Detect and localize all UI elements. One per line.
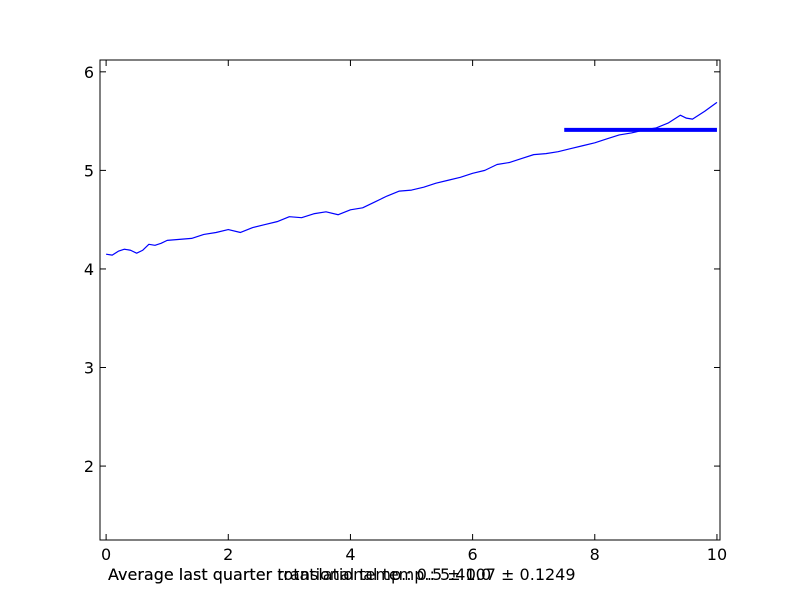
y-tick-label: 6 <box>84 63 94 82</box>
x-tick-label: 8 <box>590 545 600 564</box>
plot-area: 0 2 4 6 8 10 2 3 4 5 6 <box>84 59 727 564</box>
series-layer <box>106 101 718 256</box>
tick-layer: 0 2 4 6 8 10 2 3 4 5 6 <box>84 60 727 564</box>
annotation-rotational-temp: Average last quarter rotational temp.: 0… <box>108 565 491 584</box>
plot-background <box>100 60 720 540</box>
y-tick-label: 2 <box>84 457 94 476</box>
y-tick-label: 4 <box>84 260 94 279</box>
x-tick-label: 10 <box>707 545 727 564</box>
x-tick-label: 2 <box>223 545 233 564</box>
series-line-temperature <box>106 101 718 256</box>
y-tick-label: 5 <box>84 161 94 180</box>
y-tick-label: 3 <box>84 359 94 378</box>
x-tick-label: 0 <box>101 545 111 564</box>
x-tick-label: 4 <box>345 545 355 564</box>
annotation-translational-temp: Average last quarter translational temp.… <box>108 565 576 584</box>
annotation-layer: Average last quarter rotational temp.: 0… <box>108 565 576 584</box>
x-tick-label: 6 <box>468 545 478 564</box>
plot-frame <box>99 59 721 541</box>
